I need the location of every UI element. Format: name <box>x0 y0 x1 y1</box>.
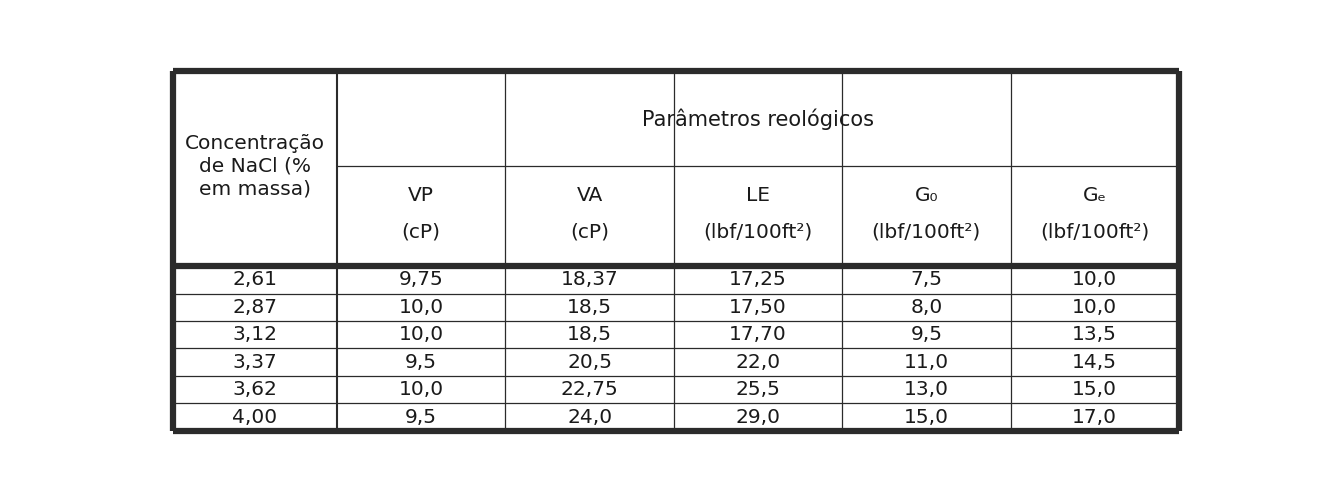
Text: 14,5: 14,5 <box>1072 353 1117 372</box>
Text: 10,0: 10,0 <box>398 380 443 399</box>
Text: 20,5: 20,5 <box>567 353 612 372</box>
Text: (lbf/100ft²): (lbf/100ft²) <box>703 223 813 242</box>
Text: 17,25: 17,25 <box>729 270 787 289</box>
Text: 10,0: 10,0 <box>1072 270 1117 289</box>
Text: 15,0: 15,0 <box>1072 380 1117 399</box>
Text: VA: VA <box>576 186 603 205</box>
Text: 22,0: 22,0 <box>736 353 781 372</box>
Text: 15,0: 15,0 <box>904 408 948 426</box>
Text: 2,87: 2,87 <box>232 298 277 317</box>
Text: 17,50: 17,50 <box>729 298 787 317</box>
Text: 7,5: 7,5 <box>910 270 942 289</box>
Text: 18,5: 18,5 <box>567 298 612 317</box>
Text: 18,37: 18,37 <box>561 270 619 289</box>
Text: 13,5: 13,5 <box>1072 325 1117 344</box>
Text: 10,0: 10,0 <box>398 298 443 317</box>
Text: 13,0: 13,0 <box>904 380 948 399</box>
Text: 3,37: 3,37 <box>232 353 277 372</box>
Text: 3,62: 3,62 <box>232 380 277 399</box>
Text: G₀: G₀ <box>914 186 938 205</box>
Text: LE: LE <box>747 186 770 205</box>
Text: 10,0: 10,0 <box>1072 298 1117 317</box>
Text: 4,00: 4,00 <box>232 408 277 426</box>
Text: 24,0: 24,0 <box>567 408 612 426</box>
Text: (cP): (cP) <box>570 223 609 242</box>
Text: Parâmetros reológicos: Parâmetros reológicos <box>642 108 874 130</box>
Text: 18,5: 18,5 <box>567 325 612 344</box>
Text: 9,5: 9,5 <box>910 325 942 344</box>
Text: Concentração: Concentração <box>185 134 324 153</box>
Text: 9,75: 9,75 <box>398 270 443 289</box>
Text: em massa): em massa) <box>199 180 311 199</box>
Text: 17,70: 17,70 <box>729 325 787 344</box>
Text: VP: VP <box>408 186 434 205</box>
Text: 9,5: 9,5 <box>405 408 437 426</box>
Text: 25,5: 25,5 <box>736 380 781 399</box>
Text: 3,12: 3,12 <box>232 325 277 344</box>
Text: 2,61: 2,61 <box>232 270 277 289</box>
Text: de NaCl (%: de NaCl (% <box>199 157 311 176</box>
Text: 10,0: 10,0 <box>398 325 443 344</box>
Text: 22,75: 22,75 <box>561 380 619 399</box>
Text: (lbf/100ft²): (lbf/100ft²) <box>872 223 981 242</box>
Text: (cP): (cP) <box>402 223 441 242</box>
Text: Gₑ: Gₑ <box>1083 186 1107 205</box>
Text: 8,0: 8,0 <box>910 298 943 317</box>
Text: 29,0: 29,0 <box>736 408 781 426</box>
Text: 9,5: 9,5 <box>405 353 437 372</box>
Text: 11,0: 11,0 <box>904 353 948 372</box>
Text: 17,0: 17,0 <box>1072 408 1117 426</box>
Text: (lbf/100ft²): (lbf/100ft²) <box>1041 223 1149 242</box>
